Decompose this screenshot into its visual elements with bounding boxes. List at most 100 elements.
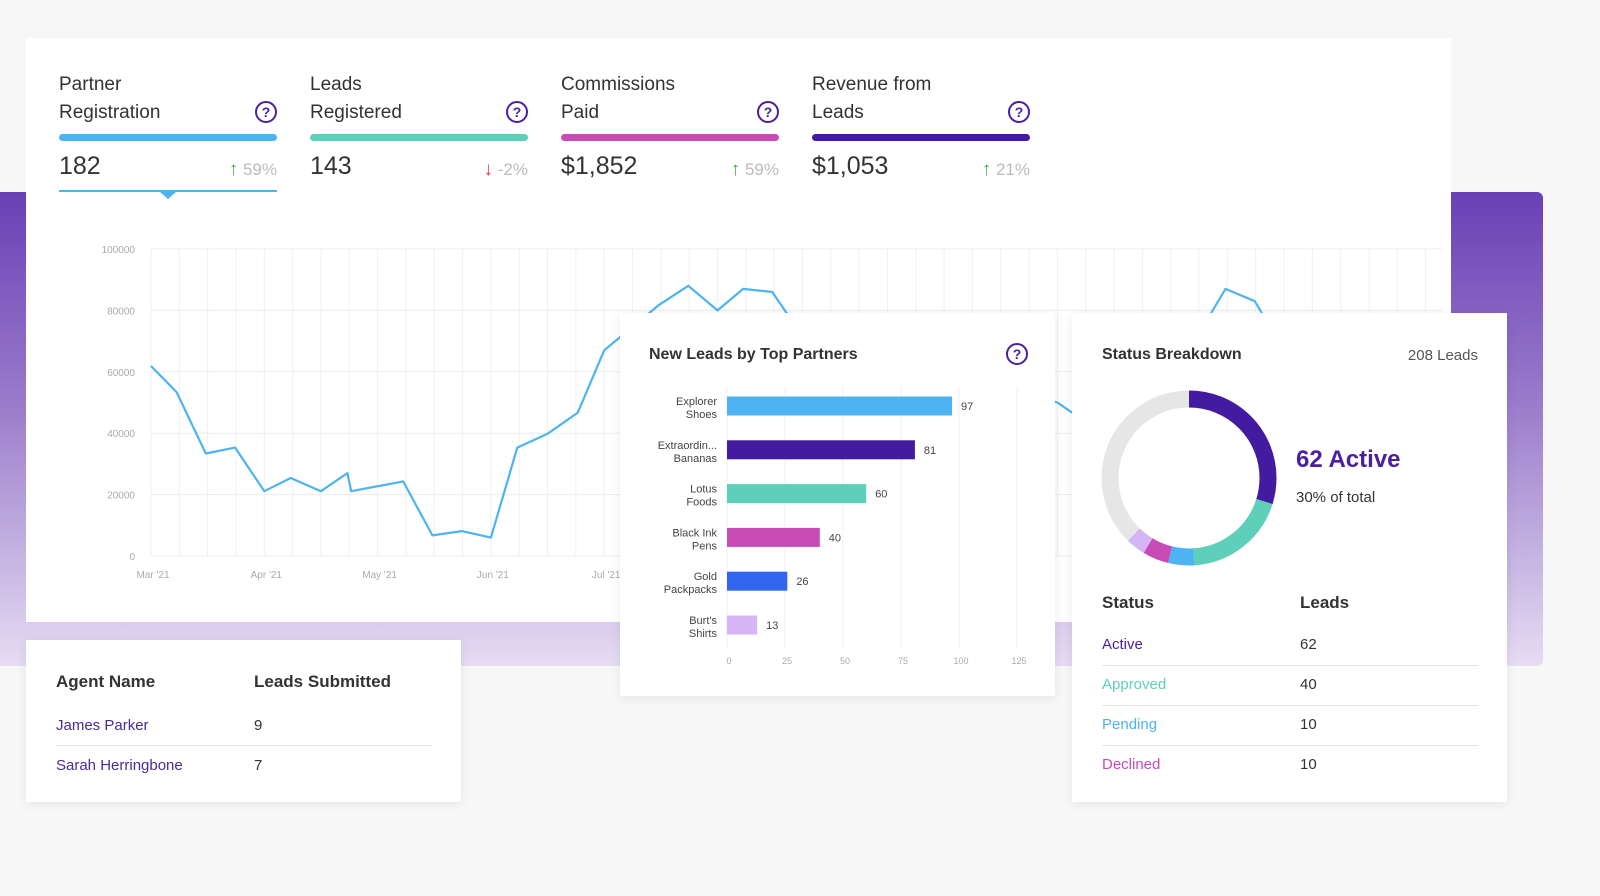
row-divider	[56, 745, 432, 746]
agent-leads: 7	[254, 757, 263, 774]
card-title: New Leads by Top Partners	[649, 346, 858, 363]
status-header: Status	[1102, 593, 1154, 612]
question-circle-icon[interactable]: ?	[506, 101, 528, 123]
bar-category-label: Bananas	[674, 453, 718, 465]
total-leads: 208 Leads	[1407, 347, 1478, 364]
kpi-title-line: Registration	[59, 102, 161, 123]
bar-value-label: 60	[875, 489, 887, 501]
active-highlight: 62 Active	[1296, 446, 1401, 473]
kpi-title-line: Paid	[561, 102, 600, 123]
bar	[727, 396, 953, 416]
question-circle-icon[interactable]: ?	[1008, 101, 1030, 123]
status-leads: 62	[1300, 636, 1317, 653]
bar-value-label: 13	[766, 620, 778, 632]
bar-category-label: Shoes	[686, 409, 718, 421]
arrow-up-icon: ↑	[730, 159, 741, 180]
bar-category-label: Packpacks	[664, 584, 718, 596]
kpi-color-bar	[561, 134, 779, 141]
kpi-tab[interactable]: Commissions Paid	[561, 71, 761, 127]
x-tick-label: 25	[782, 656, 792, 666]
status-link[interactable]: Pending	[1102, 716, 1158, 733]
bar	[727, 484, 867, 504]
kpi-title-line: Partner	[59, 74, 122, 95]
kpi-value: $1,053	[812, 152, 889, 180]
x-tick-label: Jul '21	[592, 570, 621, 581]
bar-category-label: Extraordin...	[658, 440, 717, 452]
kpi-color-bar	[310, 134, 528, 141]
y-tick-label: 40000	[107, 429, 135, 440]
kpi-delta: ↑ 21%	[940, 159, 1030, 181]
bar	[727, 440, 915, 460]
row-divider	[1102, 705, 1478, 706]
selected-tab-caret	[160, 192, 176, 199]
status-leads: 10	[1300, 716, 1317, 733]
kpi-title-line: Leads	[310, 74, 362, 95]
leads-header: Leads	[1300, 593, 1350, 612]
status-leads: 10	[1300, 756, 1317, 773]
agent-card: Agent Name Leads Submitted James Parker …	[26, 640, 461, 802]
donut-segment	[1101, 390, 1277, 566]
x-tick-label: 125	[1011, 656, 1026, 666]
bar-category-label: Lotus	[690, 484, 717, 496]
donut-segment	[1101, 390, 1277, 566]
kpi-color-bar	[59, 134, 277, 141]
x-tick-label: Mar '21	[136, 570, 169, 581]
bar-category-label: Explorer	[676, 396, 717, 408]
x-tick-label: Apr '21	[251, 570, 283, 581]
bar-category-label: Pens	[692, 540, 718, 552]
kpi-delta: ↓ -2%	[438, 159, 528, 181]
bar-category-label: Shirts	[689, 628, 718, 640]
active-percent: 30% of total	[1296, 489, 1376, 506]
arrow-up-icon: ↑	[981, 159, 992, 180]
top-partners-card: New Leads by Top Partners ? 0 25 50 75 100 12…	[620, 313, 1055, 696]
x-tick-label: 50	[840, 656, 850, 666]
kpi-delta-value: 59%	[744, 160, 779, 179]
y-tick-label: 0	[129, 552, 135, 563]
kpi-delta-value: 21%	[995, 160, 1030, 179]
bar	[727, 527, 820, 547]
bar-value-label: 26	[796, 576, 808, 588]
question-circle-icon[interactable]: ?	[1006, 343, 1028, 365]
question-circle-icon[interactable]: ?	[255, 101, 277, 123]
status-link[interactable]: Declined	[1102, 756, 1161, 773]
bar-category-label: Gold	[694, 571, 717, 583]
row-divider	[1102, 665, 1478, 666]
status-link[interactable]: Approved	[1102, 676, 1167, 693]
selected-tab-indicator	[59, 190, 277, 192]
bar-value-label: 97	[961, 401, 973, 413]
bar-category-label: Black Ink	[672, 527, 717, 539]
card-title: Status Breakdown	[1102, 346, 1242, 363]
y-tick-label: 60000	[107, 368, 135, 379]
y-tick-label: 100000	[102, 245, 136, 256]
kpi-tab[interactable]: Leads Registered	[310, 71, 510, 127]
kpi-value: 143	[310, 152, 352, 180]
kpi-value: $1,852	[561, 152, 638, 180]
kpi-tab[interactable]: Partner Registration	[59, 71, 259, 127]
kpi-title-line: Commissions	[561, 74, 676, 95]
status-link[interactable]: Active	[1102, 636, 1143, 653]
bar	[727, 571, 788, 591]
leads-submitted-header: Leads Submitted	[254, 672, 391, 691]
x-tick-label: 0	[726, 656, 731, 666]
kpi-tab[interactable]: Revenue from Leads	[812, 71, 1012, 127]
agent-link[interactable]: Sarah Herringbone	[56, 757, 183, 774]
kpi-title-line: Registered	[310, 102, 402, 123]
x-tick-label: May '21	[362, 570, 397, 581]
x-tick-label: Jun '21	[477, 570, 509, 581]
kpi-delta: ↑ 59%	[187, 159, 277, 181]
y-tick-label: 20000	[107, 491, 135, 502]
question-circle-icon[interactable]: ?	[757, 101, 779, 123]
donut-chart	[1101, 390, 1277, 566]
status-leads: 40	[1300, 676, 1317, 693]
status-breakdown-card: Status Breakdown 208 Leads 62 Active 30%…	[1072, 313, 1507, 802]
bar	[727, 615, 758, 635]
bar-value-label: 81	[924, 445, 936, 457]
arrow-up-icon: ↑	[228, 159, 239, 180]
row-divider	[1102, 745, 1478, 746]
x-tick-label: 75	[898, 656, 908, 666]
kpi-delta-value: -2%	[497, 160, 528, 179]
kpi-delta-value: 59%	[242, 160, 277, 179]
y-tick-label: 80000	[107, 306, 135, 317]
bar-value-label: 40	[829, 532, 841, 544]
agent-link[interactable]: James Parker	[56, 717, 149, 734]
